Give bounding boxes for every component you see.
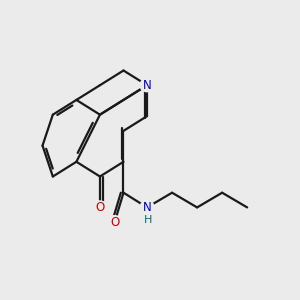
Ellipse shape	[108, 216, 122, 229]
Ellipse shape	[140, 79, 154, 92]
Ellipse shape	[143, 215, 152, 222]
Ellipse shape	[93, 201, 107, 214]
Text: N: N	[143, 201, 152, 214]
Text: O: O	[110, 216, 119, 229]
Text: H: H	[143, 215, 152, 225]
Text: N: N	[143, 79, 152, 92]
Text: O: O	[95, 201, 105, 214]
Ellipse shape	[140, 201, 154, 214]
